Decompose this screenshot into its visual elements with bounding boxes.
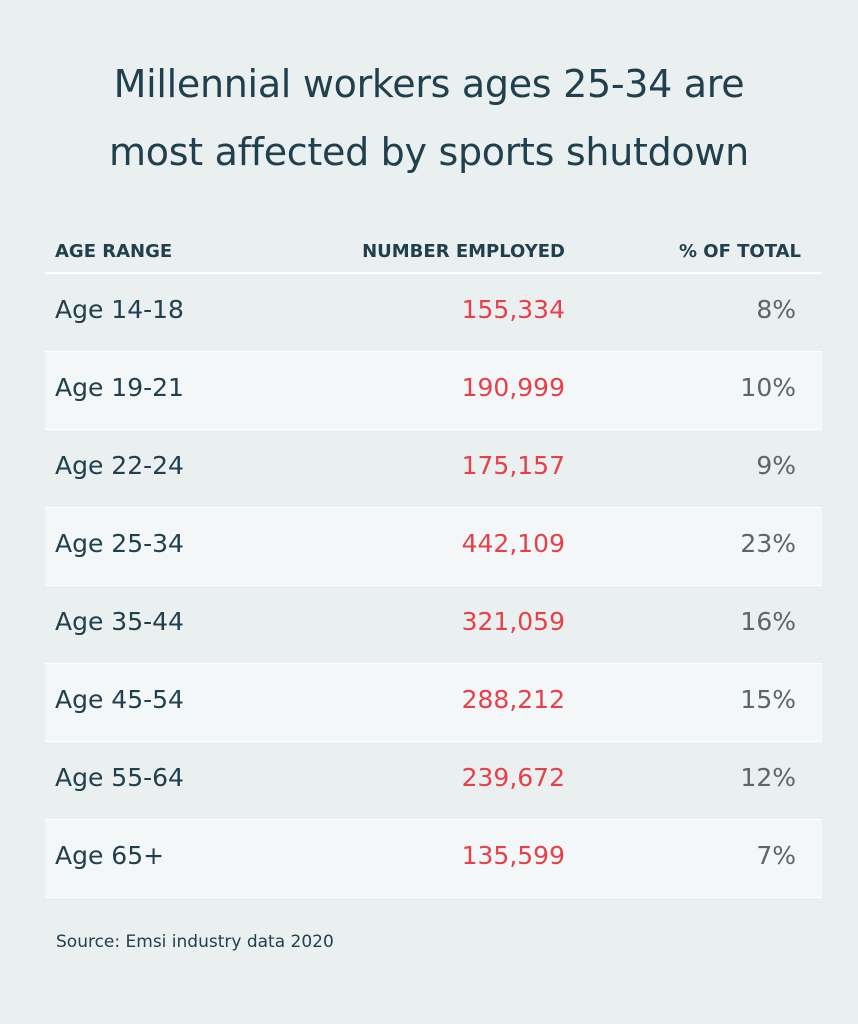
chart-title: Millennial workers ages 25-34 are most af…: [20, 50, 838, 187]
cell-age-range: Age 19-21: [55, 373, 184, 402]
cell-percent-total: 9%: [756, 451, 796, 480]
cell-percent-total: 16%: [740, 607, 796, 636]
cell-age-range: Age 22-24: [55, 451, 184, 480]
cell-age-range: Age 35-44: [55, 607, 184, 636]
table-row: Age 55-64 239,672 12%: [45, 742, 822, 820]
cell-number-employed: 321,059: [461, 607, 565, 636]
title-line-2: most affected by sports shutdown: [109, 130, 749, 175]
cell-number-employed: 239,672: [461, 763, 565, 792]
cell-percent-total: 15%: [740, 685, 796, 714]
cell-number-employed: 175,157: [461, 451, 565, 480]
cell-number-employed: 135,599: [461, 841, 565, 870]
table-row: Age 19-21 190,999 10%: [45, 352, 822, 430]
cell-percent-total: 12%: [740, 763, 796, 792]
table-row: Age 25-34 442,109 23%: [45, 508, 822, 586]
cell-age-range: Age 25-34: [55, 529, 184, 558]
cell-number-employed: 288,212: [461, 685, 565, 714]
cell-percent-total: 23%: [740, 529, 796, 558]
cell-percent-total: 7%: [756, 841, 796, 870]
header-age-range: AGE RANGE: [55, 241, 173, 262]
cell-number-employed: 442,109: [461, 529, 565, 558]
table-header: AGE RANGE NUMBER EMPLOYED % OF TOTAL: [45, 236, 822, 274]
header-percent-total: % OF TOTAL: [678, 241, 801, 262]
table-row: Age 22-24 175,157 9%: [45, 430, 822, 508]
table-row: Age 65+ 135,599 7%: [45, 820, 822, 898]
title-line-1: Millennial workers ages 25-34 are: [113, 62, 745, 106]
cell-age-range: Age 45-54: [55, 685, 184, 714]
cell-age-range: Age 65+: [55, 841, 165, 870]
employment-table: AGE RANGE NUMBER EMPLOYED % OF TOTAL Age…: [45, 236, 822, 898]
cell-percent-total: 10%: [740, 373, 796, 402]
source-note: Source: Emsi industry data 2020: [56, 932, 334, 952]
table-row: Age 45-54 288,212 15%: [45, 664, 822, 742]
cell-number-employed: 190,999: [461, 373, 565, 402]
cell-percent-total: 8%: [756, 295, 796, 324]
cell-age-range: Age 55-64: [55, 763, 184, 792]
header-number-employed: NUMBER EMPLOYED: [362, 241, 565, 262]
cell-number-employed: 155,334: [461, 295, 565, 324]
table-row: Age 35-44 321,059 16%: [45, 586, 822, 664]
cell-age-range: Age 14-18: [55, 295, 184, 324]
table-row: Age 14-18 155,334 8%: [45, 274, 822, 352]
table-body: Age 14-18 155,334 8% Age 19-21 190,999 10% Age…: [45, 274, 822, 898]
